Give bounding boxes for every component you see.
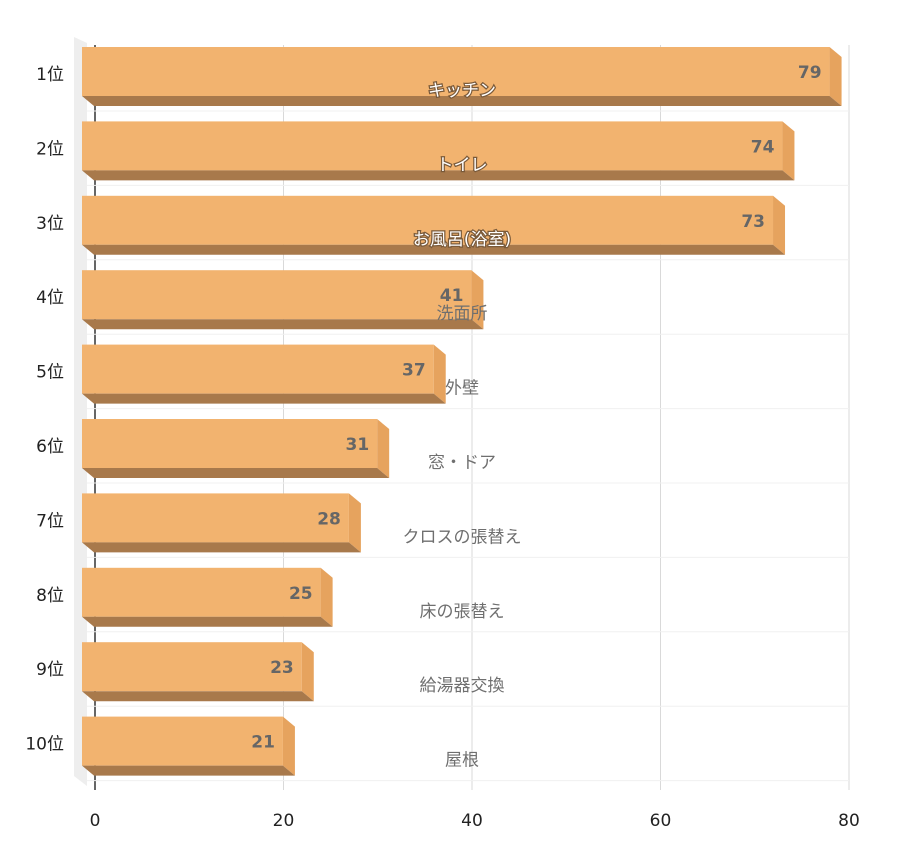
value-label: 41 — [440, 286, 464, 306]
bar-front — [82, 493, 349, 543]
category-label: 床の張替え — [420, 602, 505, 622]
category-label: お風呂(浴室) — [413, 230, 511, 250]
category-label: トイレ — [437, 155, 488, 175]
bar-bottom — [82, 96, 842, 106]
bar-side — [282, 716, 295, 776]
bar-bottom — [82, 319, 484, 330]
bar-side — [377, 419, 390, 478]
rank-label: 8位 — [36, 586, 64, 606]
value-label: 28 — [317, 509, 341, 529]
bar-front — [82, 567, 321, 617]
bar-side — [301, 642, 314, 702]
x-tick-label: 40 — [461, 811, 483, 831]
bar — [82, 344, 446, 404]
category-label: クロスの張替え — [403, 527, 522, 547]
bar — [82, 195, 786, 255]
bar-side — [433, 344, 446, 404]
bars — [82, 47, 842, 776]
rank-label: 4位 — [36, 288, 64, 308]
value-label: 21 — [251, 733, 275, 753]
value-label: 37 — [402, 361, 426, 381]
category-label: 給湯器交換 — [420, 676, 505, 696]
bar-bottom — [82, 765, 295, 776]
bar — [82, 567, 333, 627]
x-tick-label: 20 — [273, 811, 295, 831]
category-label: 外壁 — [445, 379, 479, 399]
rank-label: 6位 — [36, 437, 64, 457]
category-label: 窓・ドア — [428, 453, 496, 473]
bar-bottom — [82, 468, 390, 478]
bar — [82, 716, 295, 776]
bar-front — [82, 716, 283, 766]
bar — [82, 47, 842, 106]
x-axis: 0 20 40 60 80 — [90, 811, 860, 831]
rank-label: 3位 — [36, 214, 64, 234]
value-label: 74 — [751, 137, 775, 157]
bar-bottom — [82, 691, 314, 702]
bar-front — [82, 195, 774, 245]
bar-front — [82, 642, 302, 692]
x-tick-label: 80 — [838, 811, 860, 831]
bar-side — [471, 270, 484, 330]
bar — [82, 642, 314, 702]
bar-bottom — [82, 244, 786, 255]
bar-bottom — [82, 393, 446, 404]
bar-side — [348, 493, 361, 553]
bar-front — [82, 344, 434, 394]
bar — [82, 270, 484, 330]
bar-side — [829, 47, 842, 106]
bar-front — [82, 47, 830, 96]
rank-label: 2位 — [36, 139, 64, 159]
bar-front — [82, 121, 783, 171]
x-tick-label: 60 — [650, 811, 672, 831]
value-label: 73 — [741, 212, 765, 232]
category-label: 洗面所 — [437, 304, 488, 324]
rank-label: 7位 — [36, 511, 64, 531]
rank-label: 5位 — [36, 363, 64, 383]
value-label: 31 — [346, 435, 370, 455]
value-label: 25 — [289, 584, 313, 604]
category-label: キッチン — [428, 81, 496, 101]
bar-front — [82, 270, 472, 320]
bar — [82, 121, 795, 181]
bar-side — [773, 195, 786, 255]
x-tick-label: 0 — [90, 811, 101, 831]
rank-label: 1位 — [36, 65, 64, 85]
bar — [82, 419, 390, 478]
value-label: 79 — [798, 63, 822, 83]
bar-front — [82, 419, 378, 468]
value-label: 23 — [270, 658, 294, 678]
grid-lines — [87, 45, 850, 790]
category-label: 屋根 — [445, 751, 479, 771]
rank-label: 9位 — [36, 660, 64, 680]
rank-label: 10位 — [25, 735, 64, 755]
bar-bottom — [82, 170, 795, 181]
bar-side — [782, 121, 795, 181]
bar-side — [320, 567, 333, 627]
bar — [82, 493, 361, 553]
bar-bottom — [82, 616, 333, 627]
bar-bottom — [82, 542, 361, 553]
